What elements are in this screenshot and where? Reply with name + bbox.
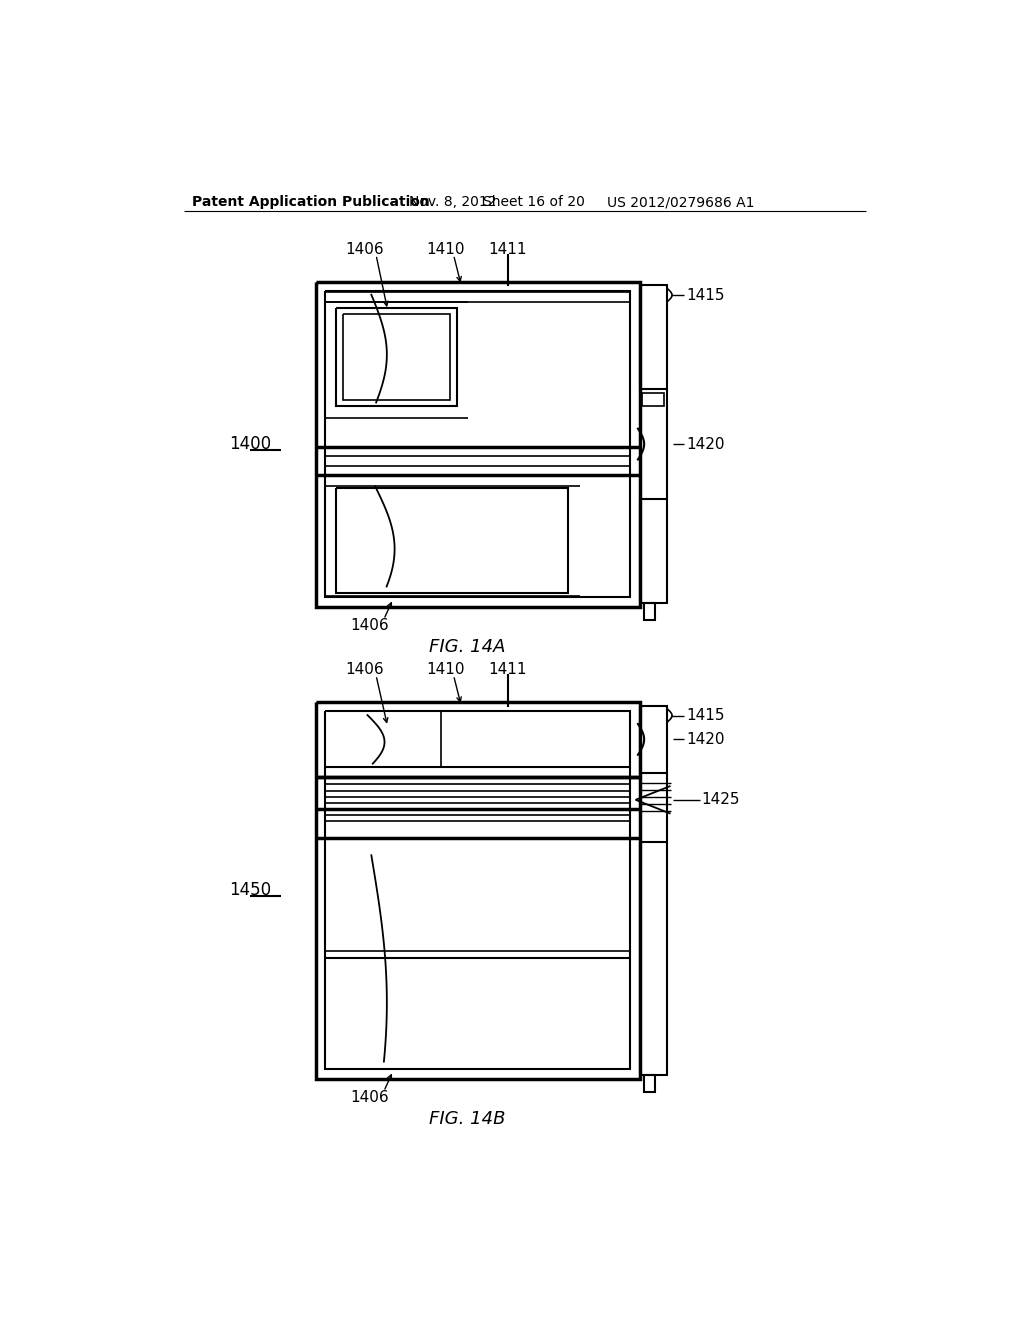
Text: Nov. 8, 2012: Nov. 8, 2012 bbox=[409, 195, 496, 210]
Text: 1415: 1415 bbox=[686, 288, 725, 304]
Text: 1406: 1406 bbox=[345, 663, 384, 677]
Text: 1450: 1450 bbox=[229, 880, 271, 899]
Text: 1420: 1420 bbox=[686, 437, 725, 451]
Text: 1411: 1411 bbox=[488, 242, 527, 257]
Text: 1420: 1420 bbox=[686, 731, 725, 747]
Text: 1406: 1406 bbox=[350, 618, 389, 632]
Text: 1410: 1410 bbox=[427, 663, 465, 677]
Text: 1415: 1415 bbox=[686, 709, 725, 723]
Text: 1410: 1410 bbox=[427, 242, 465, 257]
Text: 1406: 1406 bbox=[345, 242, 384, 257]
Text: 1400: 1400 bbox=[229, 436, 271, 453]
Text: FIG. 14A: FIG. 14A bbox=[429, 638, 505, 656]
Text: Patent Application Publication: Patent Application Publication bbox=[191, 195, 429, 210]
Text: US 2012/0279686 A1: US 2012/0279686 A1 bbox=[607, 195, 755, 210]
Text: Sheet 16 of 20: Sheet 16 of 20 bbox=[483, 195, 585, 210]
Text: FIG. 14B: FIG. 14B bbox=[429, 1110, 505, 1127]
Text: 1425: 1425 bbox=[701, 792, 740, 808]
Text: 1406: 1406 bbox=[350, 1089, 389, 1105]
Text: 1411: 1411 bbox=[488, 663, 527, 677]
